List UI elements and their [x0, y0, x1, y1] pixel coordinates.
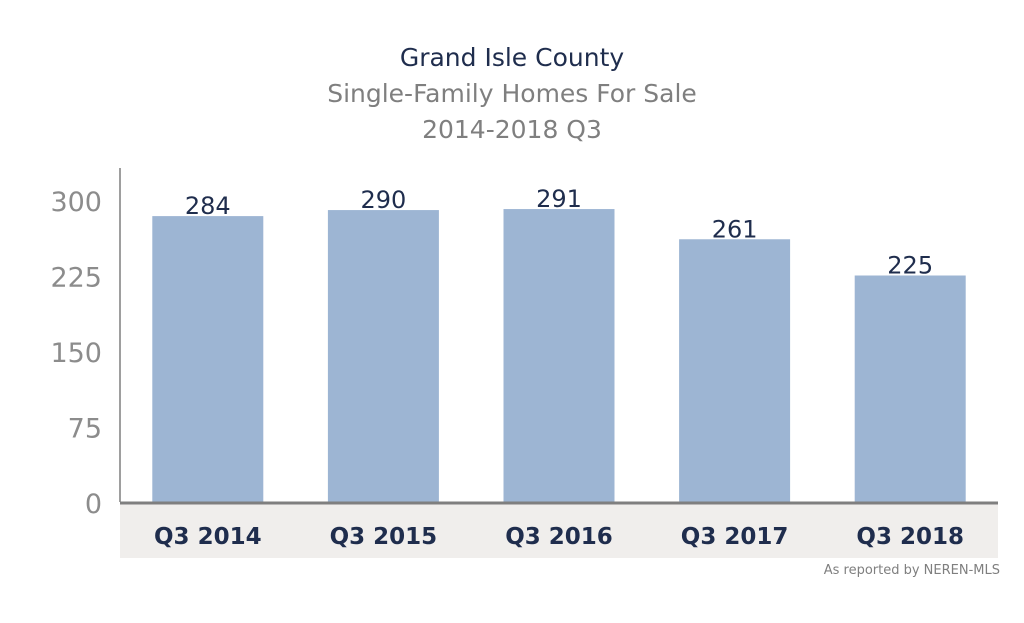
- bar-value-label: 261: [712, 215, 758, 243]
- x-tick-label: Q3 2017: [681, 524, 789, 550]
- x-tick-label: Q3 2016: [505, 524, 613, 550]
- chart-period: 2014-2018 Q3: [422, 115, 602, 144]
- y-tick-label: 75: [68, 414, 102, 445]
- chart-title-block: Grand Isle County Single-Family Homes Fo…: [0, 40, 1024, 148]
- y-tick-label: 300: [50, 187, 102, 218]
- bar: [152, 216, 264, 502]
- bar: [679, 239, 791, 502]
- y-tick-label: 150: [50, 338, 102, 369]
- bar: [854, 275, 966, 502]
- bar-value-label: 291: [536, 185, 582, 213]
- bar-value-label: 290: [360, 186, 406, 214]
- bar: [503, 209, 615, 502]
- chart-subtitle: Single-Family Homes For Sale: [327, 79, 697, 108]
- category-band: [120, 504, 998, 558]
- x-tick-label: Q3 2015: [330, 524, 438, 550]
- y-tick-label: 225: [50, 263, 102, 294]
- x-tick-label: Q3 2014: [154, 524, 262, 550]
- bar: [327, 210, 439, 503]
- y-tick-label: 0: [85, 489, 102, 520]
- bar-value-label: 225: [887, 252, 933, 280]
- bar-value-label: 284: [185, 192, 231, 220]
- x-tick-label: Q3 2018: [856, 524, 964, 550]
- chart-title: Grand Isle County: [399, 43, 625, 72]
- source-note: As reported by NEREN-MLS: [823, 563, 1000, 578]
